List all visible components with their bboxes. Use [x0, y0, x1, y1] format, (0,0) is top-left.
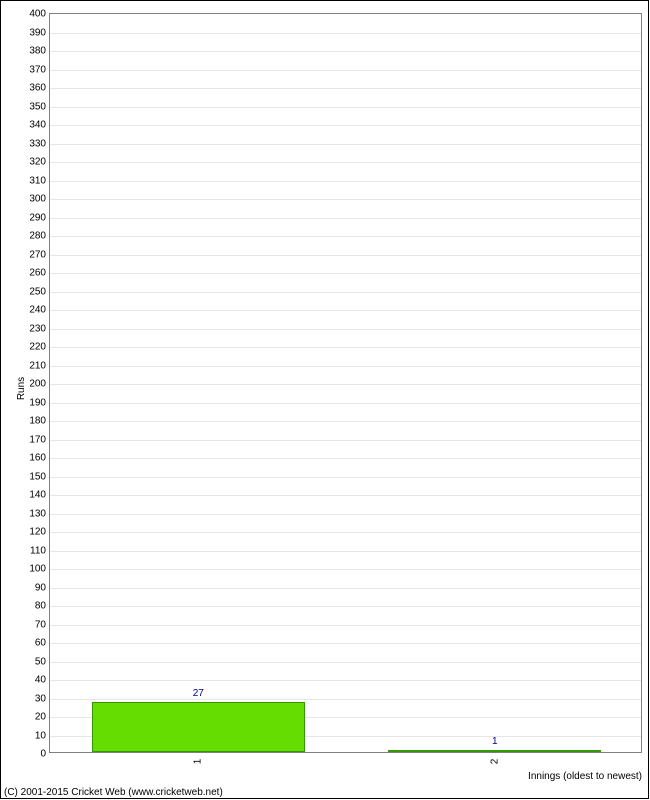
gridline: [50, 88, 641, 89]
y-tick-label: 200: [29, 379, 46, 390]
y-tick-label: 10: [35, 730, 46, 741]
y-tick-label: 140: [29, 490, 46, 501]
y-tick-label: 400: [29, 9, 46, 20]
gridline: [50, 33, 641, 34]
bar: [388, 750, 601, 752]
gridline: [50, 236, 641, 237]
gridline: [50, 70, 641, 71]
y-tick-label: 30: [35, 693, 46, 704]
y-tick-label: 310: [29, 175, 46, 186]
gridline: [50, 551, 641, 552]
y-tick-label: 0: [40, 749, 46, 760]
y-tick-label: 80: [35, 601, 46, 612]
x-tick-label: 1: [193, 759, 204, 765]
y-tick-label: 300: [29, 194, 46, 205]
y-tick-label: 280: [29, 231, 46, 242]
x-axis-title: Innings (oldest to newest): [528, 771, 642, 782]
gridline: [50, 51, 641, 52]
y-tick-label: 290: [29, 212, 46, 223]
y-tick-label: 390: [29, 27, 46, 38]
gridline: [50, 107, 641, 108]
gridline: [50, 606, 641, 607]
gridline: [50, 310, 641, 311]
y-tick-label: 60: [35, 638, 46, 649]
gridline: [50, 384, 641, 385]
y-tick-label: 250: [29, 286, 46, 297]
y-tick-label: 40: [35, 675, 46, 686]
y-tick-label: 20: [35, 712, 46, 723]
gridline: [50, 458, 641, 459]
y-tick-label: 220: [29, 342, 46, 353]
gridline: [50, 662, 641, 663]
gridline: [50, 495, 641, 496]
gridline: [50, 347, 641, 348]
plot-area: 0102030405060708090100110120130140150160…: [49, 13, 642, 753]
gridline: [50, 218, 641, 219]
y-tick-label: 360: [29, 83, 46, 94]
y-tick-label: 230: [29, 323, 46, 334]
gridline: [50, 643, 641, 644]
y-tick-label: 160: [29, 453, 46, 464]
gridline: [50, 588, 641, 589]
gridline: [50, 680, 641, 681]
y-tick-label: 180: [29, 416, 46, 427]
y-axis-title: Runs: [16, 377, 27, 400]
gridline: [50, 255, 641, 256]
y-tick-label: 380: [29, 46, 46, 57]
y-tick-label: 340: [29, 120, 46, 131]
gridline: [50, 292, 641, 293]
y-tick-label: 100: [29, 564, 46, 575]
gridline: [50, 329, 641, 330]
y-tick-label: 150: [29, 471, 46, 482]
gridline: [50, 440, 641, 441]
y-tick-label: 110: [30, 545, 46, 556]
gridline: [50, 144, 641, 145]
y-tick-label: 50: [35, 656, 46, 667]
y-tick-label: 70: [35, 619, 46, 630]
gridline: [50, 699, 641, 700]
y-tick-label: 210: [29, 360, 46, 371]
gridline: [50, 162, 641, 163]
y-tick-label: 170: [29, 434, 46, 445]
gridline: [50, 477, 641, 478]
y-tick-label: 260: [29, 268, 46, 279]
bar-value-label: 1: [492, 736, 498, 747]
bar-value-label: 27: [193, 688, 204, 699]
gridline: [50, 421, 641, 422]
x-tick-label: 2: [489, 759, 500, 765]
gridline: [50, 569, 641, 570]
gridline: [50, 125, 641, 126]
y-tick-label: 240: [29, 305, 46, 316]
y-tick-label: 190: [29, 397, 46, 408]
gridline: [50, 625, 641, 626]
y-tick-label: 350: [29, 101, 46, 112]
gridline: [50, 366, 641, 367]
y-tick-label: 330: [29, 138, 46, 149]
y-tick-label: 320: [29, 157, 46, 168]
y-tick-label: 370: [29, 64, 46, 75]
gridline: [50, 181, 641, 182]
gridline: [50, 514, 641, 515]
y-tick-label: 130: [29, 508, 46, 519]
gridline: [50, 532, 641, 533]
y-tick-label: 120: [29, 527, 46, 538]
bar: [92, 702, 305, 752]
y-tick-label: 270: [29, 249, 46, 260]
gridline: [50, 403, 641, 404]
copyright-text: (C) 2001-2015 Cricket Web (www.cricketwe…: [4, 787, 223, 798]
gridline: [50, 273, 641, 274]
gridline: [50, 199, 641, 200]
y-tick-label: 90: [35, 582, 46, 593]
